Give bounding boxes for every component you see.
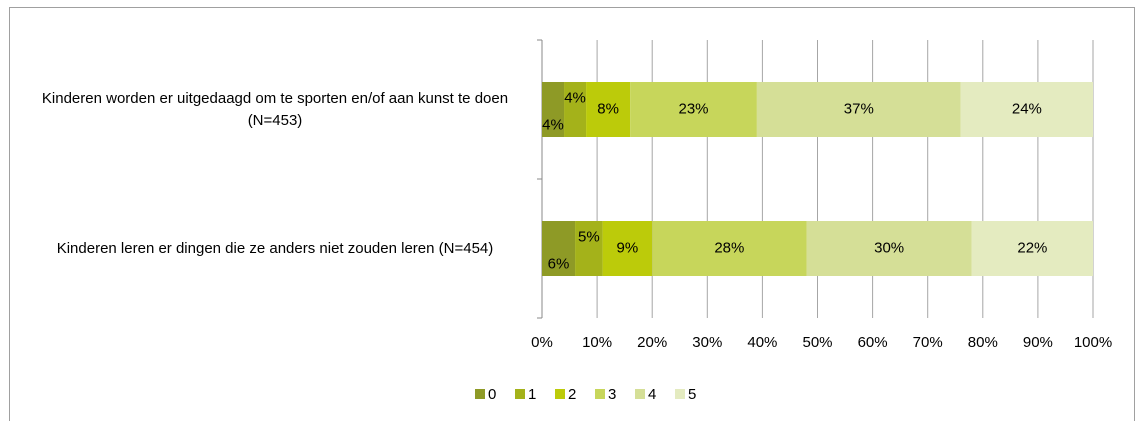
legend-label: 1	[528, 386, 536, 403]
category-label: Kinderen worden er uitgedaagd om te spor…	[41, 89, 509, 129]
bar-segment	[575, 221, 603, 276]
data-label: 9%	[617, 239, 639, 256]
data-label: 24%	[1012, 100, 1042, 117]
legend-label: 2	[568, 386, 576, 403]
x-tick-label: 50%	[802, 334, 832, 351]
bar-segment	[630, 82, 757, 137]
bar-segment	[960, 82, 1093, 137]
data-label: 28%	[714, 239, 744, 256]
legend-swatch	[475, 389, 485, 399]
bar-segment	[586, 82, 631, 137]
x-tick-label: 40%	[747, 334, 777, 351]
bar-segment	[542, 82, 565, 137]
data-label: 4%	[564, 89, 586, 106]
legend-swatch	[555, 389, 565, 399]
x-tick-label: 100%	[1074, 334, 1112, 351]
x-tick-label: 10%	[582, 334, 612, 351]
legend-swatch	[635, 389, 645, 399]
data-label: 37%	[844, 100, 874, 117]
bar-segment	[756, 82, 961, 137]
data-label: 22%	[1017, 239, 1047, 256]
data-label: 4%	[542, 116, 564, 133]
bar-segment	[652, 221, 807, 276]
x-tick-label: 20%	[637, 334, 667, 351]
legend-label: 4	[648, 386, 656, 403]
legend-label: 3	[608, 386, 616, 403]
x-tick-label: 70%	[913, 334, 943, 351]
legend-label: 0	[488, 386, 496, 403]
bar-segment	[542, 221, 576, 276]
data-label: 23%	[679, 100, 709, 117]
category-label: Kinderen leren er dingen die ze anders n…	[56, 239, 494, 257]
bar-segment	[971, 221, 1093, 276]
x-tick-label: 80%	[968, 334, 998, 351]
bar-segment	[806, 221, 972, 276]
legend-swatch	[515, 389, 525, 399]
chart-border	[9, 7, 1135, 421]
bar-segment	[602, 221, 653, 276]
data-label: 8%	[597, 100, 619, 117]
x-tick-label: 0%	[531, 334, 553, 351]
data-label: 30%	[874, 239, 904, 256]
x-tick-label: 90%	[1023, 334, 1053, 351]
data-label: 6%	[548, 255, 570, 272]
x-tick-label: 60%	[858, 334, 888, 351]
x-tick-label: 30%	[692, 334, 722, 351]
legend-label: 5	[688, 386, 696, 403]
legend-swatch	[595, 389, 605, 399]
data-label: 5%	[578, 228, 600, 245]
bar-segment	[564, 82, 587, 137]
legend-swatch	[675, 389, 685, 399]
